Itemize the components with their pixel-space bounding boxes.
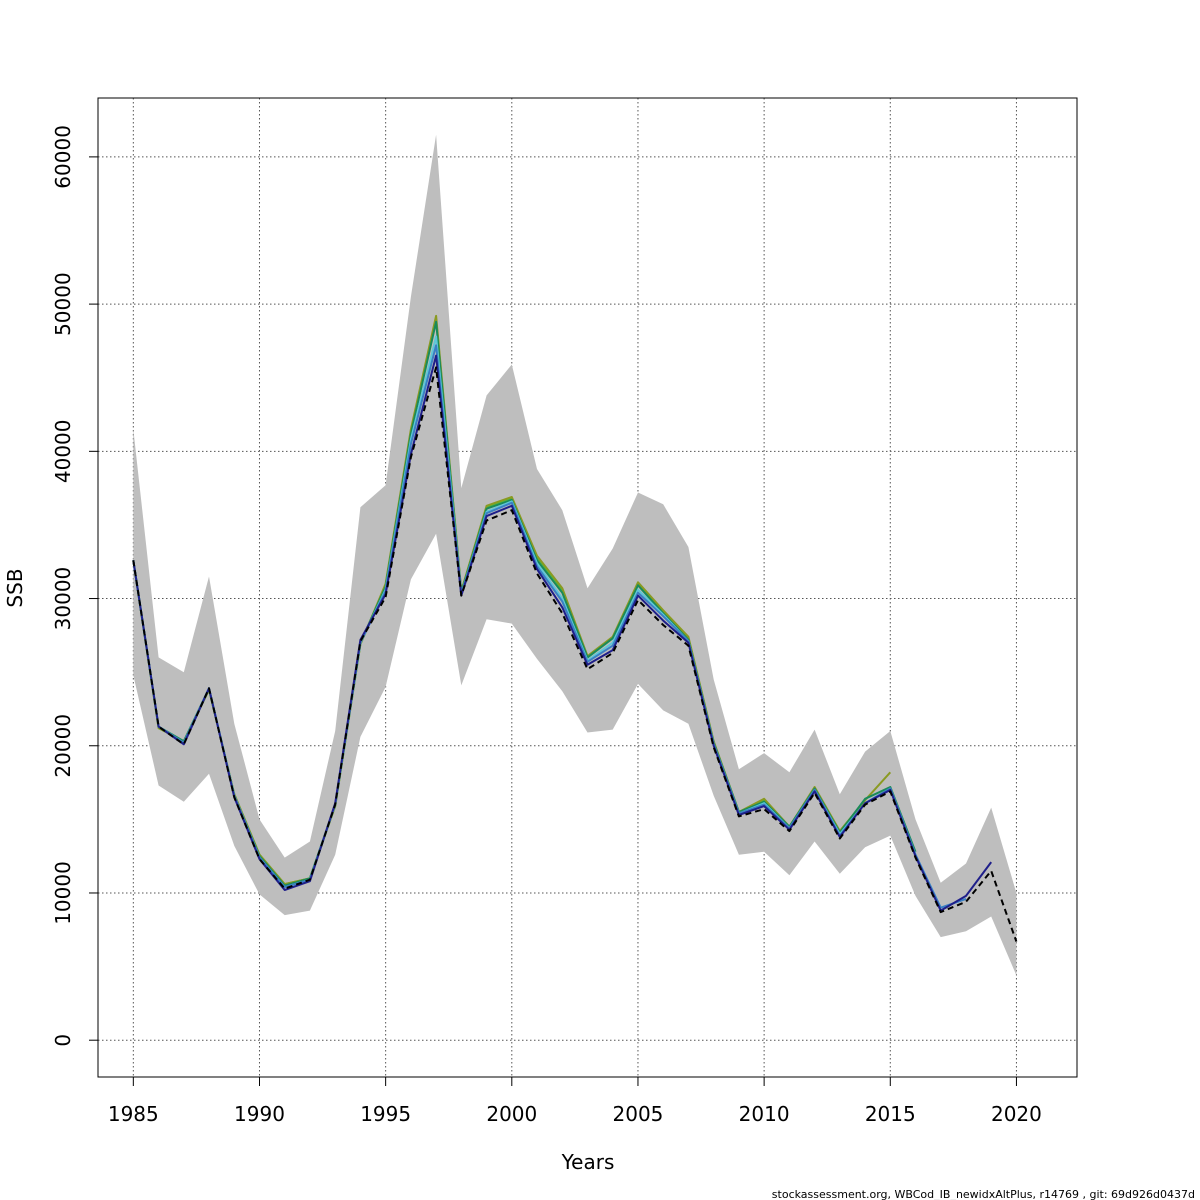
y-axis-title: SSB <box>3 568 27 607</box>
y-tick-label: 50000 <box>51 272 75 336</box>
y-tick-label: 60000 <box>51 125 75 189</box>
confidence-band <box>133 134 1017 976</box>
x-tick-label: 2000 <box>486 1102 537 1126</box>
x-axis: 1985 1990 1995 2000 2005 2010 2015 2020 <box>108 1076 1042 1126</box>
x-tick-label: 2015 <box>865 1102 916 1126</box>
x-tick-label: 2020 <box>991 1102 1042 1126</box>
series-lines <box>132 314 1018 942</box>
plot-frame <box>97 97 1078 1078</box>
y-axis: 0 10000 20000 30000 40000 50000 60000 <box>51 125 99 1047</box>
x-tick-label: 2005 <box>613 1102 664 1126</box>
series-line-1 <box>132 366 1018 942</box>
x-tick-label: 1990 <box>234 1102 285 1126</box>
x-tick-label: 2010 <box>739 1102 790 1126</box>
y-tick-label: 20000 <box>51 714 75 778</box>
y-tick-label: 10000 <box>51 861 75 925</box>
x-axis-title: Years <box>561 1150 615 1174</box>
x-tick-label: 1995 <box>360 1102 411 1126</box>
grid-lines <box>98 98 1077 1077</box>
y-tick-label: 30000 <box>51 567 75 631</box>
y-tick-label: 0 <box>51 1034 75 1047</box>
x-tick-label: 1985 <box>108 1102 159 1126</box>
y-tick-label: 40000 <box>51 420 75 484</box>
footer-credit: stockassessment.org, WBCod_IB_newidxAltP… <box>772 1188 1195 1200</box>
